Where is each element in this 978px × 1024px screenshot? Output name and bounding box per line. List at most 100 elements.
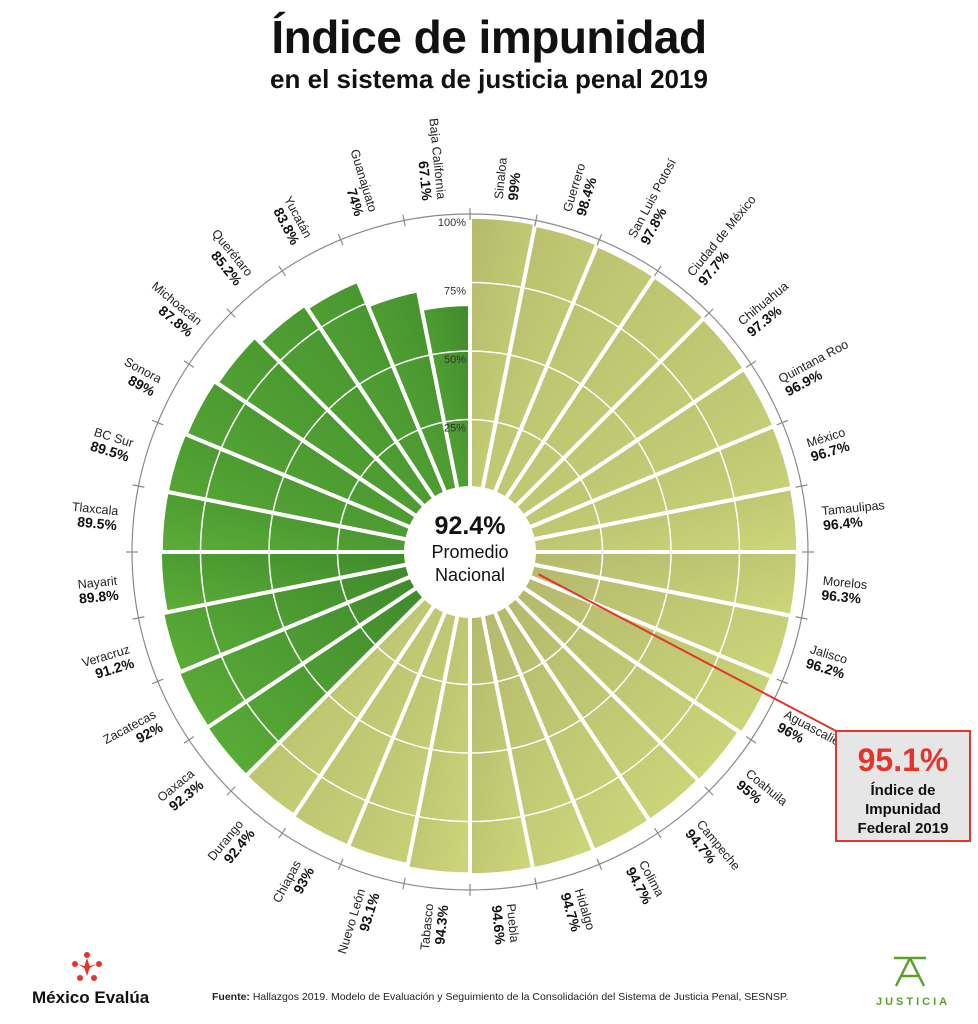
- source-prefix: Fuente:: [212, 991, 250, 1003]
- outer-tick: [795, 616, 808, 620]
- grid-ring-75: [199, 281, 741, 823]
- outer-tick: [596, 233, 603, 246]
- state-value: 96.4%: [822, 513, 864, 533]
- grid-ring-50: [268, 350, 672, 754]
- source-note: Fuente: Hallazgos 2019. Modelo de Evalua…: [212, 991, 788, 1003]
- state-name: Nayarit: [77, 574, 118, 592]
- outer-tick: [776, 678, 789, 685]
- outer-tick: [183, 735, 195, 744]
- chart-subtitle: en el sistema de justicia penal 2019: [270, 64, 708, 94]
- outer-tick: [132, 616, 145, 620]
- mexico-evalua-mark-icon: [72, 952, 102, 981]
- justicia-name: JUSTICIA: [876, 996, 951, 1008]
- grid-ring-25: [336, 418, 604, 686]
- outer-tick: [745, 735, 757, 744]
- state-value: 94.3%: [431, 904, 451, 946]
- outer-tick: [337, 858, 344, 871]
- federal-pointer-line: [538, 573, 839, 733]
- outer-tick: [704, 786, 714, 796]
- outer-tick: [776, 419, 789, 426]
- outer-tick: [151, 678, 164, 685]
- outer-tick: [704, 308, 714, 318]
- chart-title: Índice de impunidad: [271, 11, 707, 63]
- state-value: 99%: [505, 171, 524, 201]
- outer-tick: [745, 360, 757, 369]
- outer-tick: [402, 214, 406, 227]
- outer-tick: [596, 858, 603, 871]
- state-name: Puebla: [504, 903, 522, 943]
- outer-tick: [337, 233, 344, 246]
- center-average: 92.4% Promedio Nacional: [406, 488, 534, 616]
- outer-tick: [278, 265, 287, 277]
- justicia-mark-icon: [894, 956, 926, 987]
- state-value: 74%: [344, 186, 368, 218]
- state-value: 67.1%: [415, 160, 435, 202]
- state-name: Tlaxcala: [71, 500, 119, 518]
- mexico-evalua-name: México Evalúa: [32, 988, 150, 1007]
- outer-tick: [183, 360, 195, 369]
- state-value: 89.8%: [78, 587, 120, 607]
- average-label-line1: Promedio: [431, 542, 508, 562]
- outer-tick: [534, 214, 538, 227]
- state-value: 89.5%: [77, 513, 119, 533]
- state-name: Tamaulipas: [821, 498, 885, 518]
- center-circle: [406, 488, 534, 616]
- grid-rings: [199, 281, 741, 823]
- outer-tick: [226, 308, 236, 318]
- outer-tick: [226, 786, 236, 796]
- scale-labels: 25% 50% 75% 100%: [438, 217, 466, 435]
- state-value: 96.3%: [821, 587, 863, 607]
- federal-value: 95.1%: [857, 742, 949, 778]
- average-label-line2: Nacional: [435, 565, 505, 585]
- scale-label: 100%: [438, 217, 466, 229]
- outer-tick: [795, 484, 808, 488]
- average-value: 92.4%: [435, 512, 506, 540]
- outer-tick: [653, 827, 662, 839]
- outer-tick: [151, 419, 164, 426]
- mexico-evalua-logo: México Evalúa: [32, 950, 162, 1016]
- source-text: Hallazgos 2019. Modelo de Evaluación y S…: [252, 991, 789, 1003]
- state-name: Tabasco: [418, 903, 437, 951]
- outer-tick: [534, 877, 538, 890]
- state-name: Sinaloa: [492, 157, 510, 200]
- scale-label: 75%: [444, 286, 466, 298]
- federal-label: Índice de Impunidad Federal 2019: [857, 782, 949, 837]
- scale-label: 25%: [444, 423, 466, 435]
- outer-circle-group: [126, 208, 814, 896]
- outer-tick: [653, 265, 662, 277]
- outer-tick: [132, 484, 145, 488]
- state-value: 94.6%: [489, 904, 509, 946]
- outer-tick: [278, 827, 287, 839]
